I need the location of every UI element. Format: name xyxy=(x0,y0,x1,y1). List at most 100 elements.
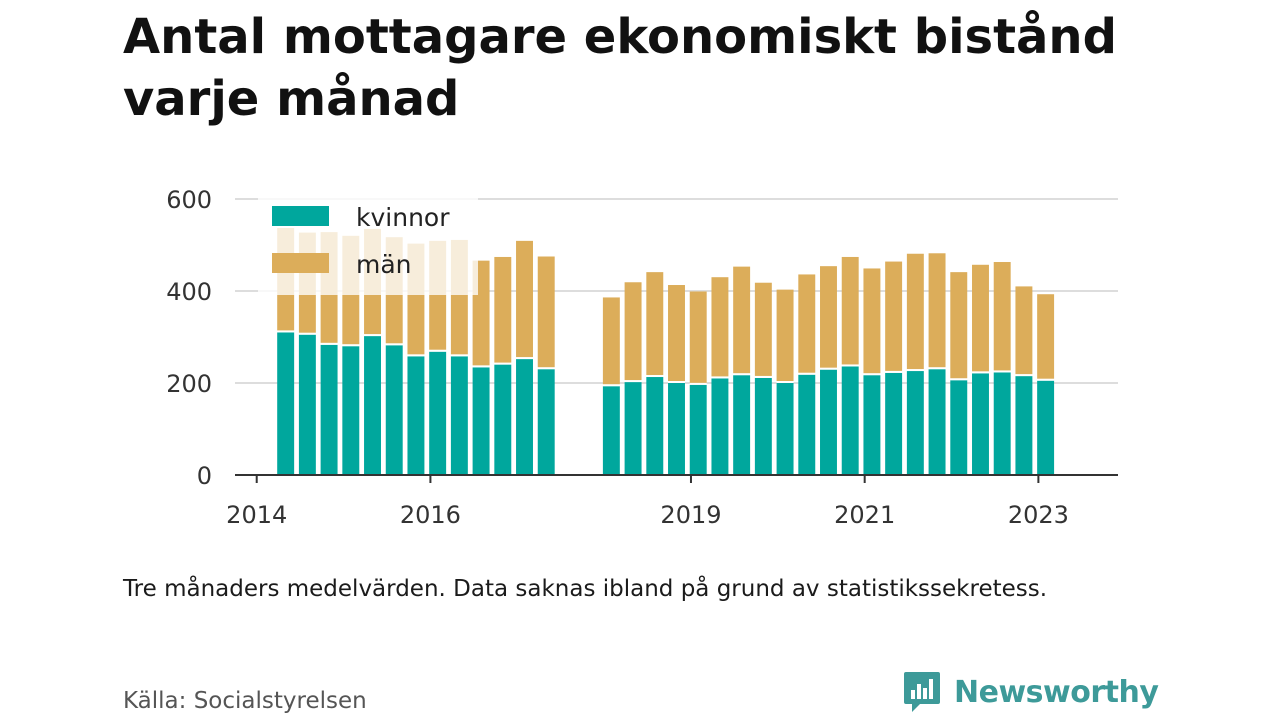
bar-kvinnor xyxy=(754,377,772,475)
bar-kvinnor xyxy=(342,346,360,475)
bar-kvinnor xyxy=(928,369,946,475)
bar-separator xyxy=(624,380,642,383)
bar-kvinnor xyxy=(364,336,381,475)
bar-kvinnor xyxy=(711,378,729,475)
bar-separator xyxy=(472,365,490,368)
bar-mn xyxy=(906,253,924,370)
bar-mn xyxy=(776,289,794,381)
bar-separator xyxy=(277,330,295,333)
bar-kvinnor xyxy=(841,366,859,475)
bar-mn xyxy=(993,262,1011,371)
brand-name: Newsworthy xyxy=(954,674,1159,710)
bar-mn xyxy=(711,277,729,377)
legend-label-man: män xyxy=(356,250,412,279)
bar-mn xyxy=(972,264,989,372)
axes-group: 0 200 400 600 2014 2016 2019 2021 2023 xyxy=(166,186,1118,529)
bar-separator xyxy=(407,354,425,357)
bar-mn xyxy=(841,256,859,365)
bar-kvinnor xyxy=(320,344,338,475)
bar-separator xyxy=(950,378,968,381)
bar-kvinnor xyxy=(820,369,837,475)
bar-mn xyxy=(733,266,751,374)
bar-mn xyxy=(885,261,903,371)
bar-separator xyxy=(754,375,772,378)
bar-separator xyxy=(516,357,533,360)
bar-kvinnor xyxy=(537,369,555,475)
bar-separator xyxy=(972,371,989,374)
y-tick-label: 400 xyxy=(166,278,212,306)
bar-mn xyxy=(602,297,620,385)
bar-separator xyxy=(1037,378,1055,381)
bar-separator xyxy=(537,367,555,370)
chart-note: Tre månaders medelvärden. Data saknas ib… xyxy=(123,576,1048,602)
y-tick-label: 0 xyxy=(197,462,212,490)
bar-separator xyxy=(298,332,316,335)
bar-kvinnor xyxy=(407,356,425,475)
bar-separator xyxy=(993,370,1011,373)
bar-separator xyxy=(928,367,946,370)
bar-kvinnor xyxy=(798,374,816,475)
bar-kvinnor xyxy=(516,359,533,475)
legend-label-kvinnor: kvinnor xyxy=(356,203,450,232)
y-tick-label: 200 xyxy=(166,370,212,398)
bar-kvinnor xyxy=(624,382,642,475)
bar-separator xyxy=(906,369,924,372)
bar-separator xyxy=(320,342,338,345)
bar-mn xyxy=(494,256,512,363)
bar-mn xyxy=(646,272,664,376)
bar-kvinnor xyxy=(429,351,447,475)
bar-kvinnor xyxy=(298,334,316,475)
bar-separator xyxy=(646,375,664,378)
bar-separator xyxy=(820,367,837,370)
bar-separator xyxy=(364,334,381,337)
bar-mn xyxy=(624,282,642,381)
newsworthy-logo-icon xyxy=(904,672,940,712)
bar-kvinnor xyxy=(450,356,468,475)
bar-kvinnor xyxy=(972,373,989,475)
bar-kvinnor xyxy=(906,371,924,475)
bar-separator xyxy=(885,370,903,373)
bar-separator xyxy=(863,373,881,376)
legend-swatch-man xyxy=(272,253,329,273)
bar-separator xyxy=(711,376,729,379)
bar-kvinnor xyxy=(993,372,1011,475)
bar-mn xyxy=(928,253,946,368)
stacked-bar-chart: 0 200 400 600 2014 2016 2019 2021 2023 kvinnor m… xyxy=(166,186,1118,529)
bar-separator xyxy=(1015,374,1033,377)
bar-separator xyxy=(776,381,794,383)
bar-separator xyxy=(385,343,403,346)
bar-kvinnor xyxy=(494,364,512,475)
x-tick-label: 2021 xyxy=(834,501,895,529)
x-tick-label: 2014 xyxy=(226,501,287,529)
bar-mn xyxy=(798,274,816,373)
bar-separator xyxy=(668,381,685,383)
bar-mn xyxy=(863,268,881,374)
bar-mn xyxy=(950,272,968,379)
bar-mn xyxy=(516,240,533,358)
legend-swatch-kvinnor xyxy=(272,206,329,226)
bar-kvinnor xyxy=(602,386,620,475)
bar-separator xyxy=(841,364,859,367)
bar-separator xyxy=(733,373,751,376)
y-tick-label: 600 xyxy=(166,186,212,214)
bar-mn xyxy=(1037,294,1055,379)
bar-separator xyxy=(494,362,512,365)
bar-kvinnor xyxy=(1015,376,1033,475)
bar-mn xyxy=(668,285,685,381)
bar-kvinnor xyxy=(776,383,794,475)
chart-title: Antal mottagare ekonomiskt bistånd varje… xyxy=(123,9,1117,127)
brand-logo: Newsworthy xyxy=(902,670,1159,714)
bar-kvinnor xyxy=(733,375,751,475)
x-tick-label: 2019 xyxy=(660,501,721,529)
bar-separator xyxy=(798,372,816,375)
bar-kvinnor xyxy=(277,332,295,475)
bar-mn xyxy=(537,256,555,368)
bar-mn xyxy=(820,266,837,368)
source-text: Källa: Socialstyrelsen xyxy=(123,688,367,714)
bar-mn xyxy=(1015,286,1033,375)
x-tick-label: 2023 xyxy=(1008,501,1069,529)
bar-kvinnor xyxy=(1037,380,1055,475)
legend: kvinnor män xyxy=(258,195,478,295)
bar-kvinnor xyxy=(646,377,664,475)
bar-kvinnor xyxy=(885,372,903,475)
